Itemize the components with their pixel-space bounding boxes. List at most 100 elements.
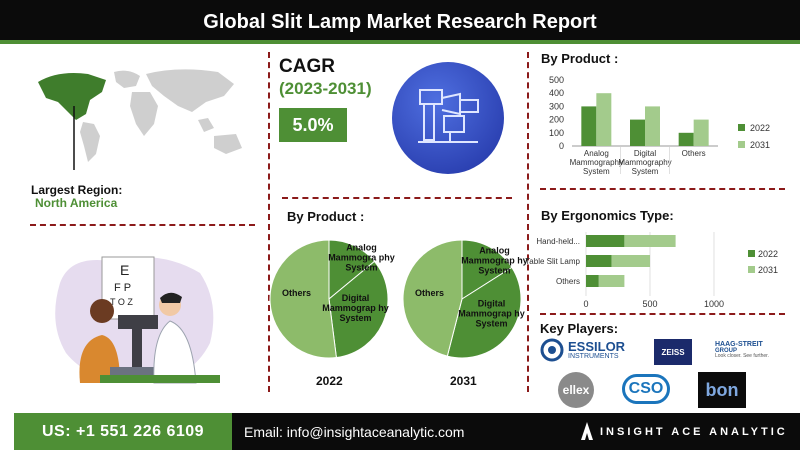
brand-icon: [581, 422, 593, 440]
legend-label: 2031: [750, 140, 770, 150]
pie-slice-label: System: [340, 313, 372, 323]
category-label: Others: [682, 149, 706, 158]
pie-slice-label: System: [478, 266, 510, 276]
divider-cagr: [282, 197, 512, 199]
divider-left: [268, 52, 270, 392]
divider-right: [527, 52, 529, 392]
ellex-logo: ellex: [558, 372, 594, 408]
bar-2031: [693, 119, 709, 146]
pie-slice: [328, 239, 376, 301]
legend-swatch-2022: [748, 250, 755, 257]
pie-slice: [269, 239, 337, 359]
y-tick-label: 0: [559, 141, 564, 151]
footer-bar: [232, 413, 800, 450]
legend-swatch-2031: [738, 141, 745, 148]
cagr-years: (2023-2031): [279, 79, 372, 98]
pie-slice-label: Analog: [346, 243, 377, 253]
haag-streit-logo: HAAG-STREIT GROUP Look closer. See furth…: [715, 337, 793, 363]
svg-text:E: E: [120, 262, 129, 278]
y-tick-label: 200: [549, 115, 564, 125]
hbar-2031: [598, 275, 625, 287]
bar-2031: [645, 106, 660, 146]
category-label: Digital: [634, 149, 656, 158]
category-label: Table Slit Lamp: [525, 257, 580, 266]
largest-region-label: Largest Region:: [31, 183, 123, 197]
zeiss-logo: ZEISS: [654, 339, 692, 365]
pie-slice: [446, 266, 522, 359]
pie-slice: [328, 260, 389, 359]
haag-streit-group: GROUP: [715, 348, 738, 354]
y-tick-label: 400: [549, 88, 564, 98]
pie-slice-label: Others: [415, 288, 444, 298]
pie-year-2031: 2031: [450, 374, 477, 388]
pie-slice-label: Digital: [478, 299, 506, 309]
divider-product-bar: [540, 188, 785, 190]
pie-slice-label: Mammograp hy: [322, 303, 389, 313]
bon-logo: bon: [698, 372, 746, 408]
x-tick-label: 500: [642, 299, 657, 309]
cagr-value: 5.0%: [279, 108, 347, 142]
slit-lamp-exam-illustration: E F P T O Z: [55, 256, 220, 384]
bar-chart-title: By Product :: [541, 51, 619, 66]
ergonomics-chart-title: By Ergonomics Type:: [541, 208, 674, 223]
category-label: Analog: [584, 149, 609, 158]
world-map-icon: [38, 69, 242, 170]
category-label: System: [583, 167, 610, 176]
bar-2022: [581, 106, 597, 146]
x-tick-label: 0: [583, 299, 588, 309]
pie-slice-label: Mammogra phy: [328, 253, 395, 263]
divider-ergonomics: [540, 313, 785, 315]
pie-slice: [402, 239, 463, 357]
essilor-name: ESSILOR: [568, 339, 626, 354]
bar-2031: [596, 93, 612, 146]
pie-slice-label: Digital: [342, 293, 370, 303]
divider-region: [30, 224, 255, 226]
pie-slice-label: Others: [282, 288, 311, 298]
key-players-title: Key Players:: [540, 321, 619, 336]
pie-section-title: By Product :: [287, 209, 365, 224]
pie-slice-label: Analog: [479, 246, 510, 256]
category-label: Mammography: [570, 158, 623, 167]
legend-label: 2031: [758, 265, 778, 275]
x-tick-label: 1000: [704, 299, 724, 309]
legend-label: 2022: [750, 123, 770, 133]
y-tick-label: 300: [549, 101, 564, 111]
y-tick-label: 500: [549, 75, 564, 85]
category-label: Hand-held...: [536, 237, 580, 246]
hbar-2031: [624, 235, 676, 247]
category-label: Others: [556, 277, 580, 286]
legend-swatch-2031: [748, 266, 755, 273]
cso-logo: CSO: [622, 374, 670, 404]
svg-text:T O Z: T O Z: [110, 297, 133, 307]
pie-slice-label: Mammograp hy: [461, 256, 528, 266]
pie-slice: [461, 239, 513, 300]
haag-streit-name: HAAG-STREIT: [715, 341, 763, 348]
hbar-2031: [611, 255, 650, 267]
bar-2022: [678, 132, 694, 146]
footer-email: Email: info@insightaceanalytic.com: [244, 424, 465, 440]
footer-phone: US: +1 551 226 6109: [14, 413, 232, 450]
essilor-logo: ESSILOR INSTRUMENTS: [540, 337, 640, 363]
bar-2022: [630, 119, 645, 146]
pie-year-2022: 2022: [316, 374, 343, 388]
haag-streit-slogan: Look closer. See further.: [715, 353, 769, 359]
essilor-sub: INSTRUMENTS: [568, 353, 619, 360]
hbar-2022: [586, 275, 599, 287]
category-label: Mammography: [618, 158, 671, 167]
essilor-mark-icon: [540, 338, 564, 362]
legend-swatch-2022: [738, 124, 745, 131]
report-title: Global Slit Lamp Market Research Report: [0, 0, 800, 44]
pie-slice-label: Mammograp hy: [458, 309, 525, 319]
footer-brand: INSIGHT ACE ANALYTIC: [600, 426, 788, 438]
product-bar-chart: 0100200300400500AnalogMammographySystemD…: [549, 75, 770, 176]
y-tick-label: 100: [549, 128, 564, 138]
legend-label: 2022: [758, 249, 778, 259]
category-label: System: [632, 167, 659, 176]
cagr-label: CAGR: [279, 56, 335, 77]
hbar-2022: [586, 255, 612, 267]
largest-region-value: North America: [35, 196, 118, 210]
svg-text:F P: F P: [114, 282, 131, 294]
hbar-2022: [586, 235, 625, 247]
pie-slice-label: System: [475, 319, 507, 329]
